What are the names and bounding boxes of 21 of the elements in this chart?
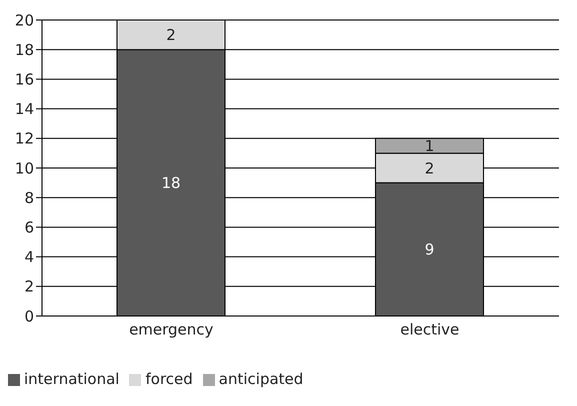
y-tick-label: 8 — [24, 188, 34, 207]
y-tick-label: 14 — [14, 100, 34, 118]
x-tick-label: emergency — [129, 320, 214, 339]
data-label: 2 — [424, 159, 434, 178]
legend-label: international — [24, 370, 120, 388]
y-tick-label: 12 — [14, 130, 34, 148]
y-tick-label: 4 — [24, 248, 34, 266]
data-label: 18 — [161, 174, 181, 192]
data-label: 1 — [424, 137, 434, 156]
y-tick-label: 0 — [24, 307, 34, 326]
y-tick-label: 20 — [14, 11, 34, 30]
y-tick-label: 16 — [14, 70, 34, 89]
x-tick-label: elective — [400, 320, 460, 339]
legend-label: forced — [145, 370, 193, 388]
legend-label: anticipated — [218, 370, 304, 388]
y-tick-label: 6 — [24, 218, 34, 237]
data-label: 2 — [166, 26, 176, 44]
y-tick-label: 10 — [14, 159, 34, 178]
y-tick-label: 2 — [24, 278, 34, 296]
y-tick-label: 18 — [14, 40, 34, 59]
data-label: 9 — [424, 240, 434, 259]
